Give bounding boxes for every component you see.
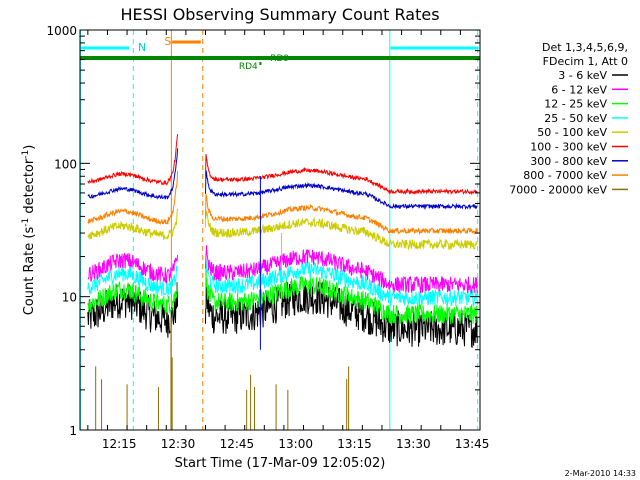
axes: 1 10 100 1000 12:15 12:30 12:45 13:00 13:15 13:30… bbox=[46, 24, 489, 451]
legend-label-0: 3 - 6 keV bbox=[558, 69, 607, 82]
trace-5-seg-1 bbox=[205, 154, 478, 196]
plot-frame bbox=[79, 29, 481, 431]
trace-1-seg-1 bbox=[205, 245, 478, 295]
y-axis-label-mid: detector bbox=[22, 158, 37, 218]
y-tick-label-1: 10 bbox=[62, 291, 77, 305]
y-tick-label-0: 1 bbox=[69, 424, 77, 438]
legend-header-line-1: Det 1,3,4,5,6,9, bbox=[542, 41, 628, 54]
y-tick-label-3: 1000 bbox=[46, 24, 77, 38]
timestamp: 2-Mar-2010 14:33 bbox=[565, 469, 636, 478]
plot-area: N S RD4 RD9 bbox=[79, 30, 480, 430]
x-tick-label-6: 13:45 bbox=[455, 437, 490, 451]
y-axis-label-main: Count Rate (s bbox=[22, 227, 37, 316]
legend-label-7: 800 - 7000 keV bbox=[523, 169, 607, 182]
legend-header-line-2: FDecim 1, Att 0 bbox=[543, 55, 628, 68]
trace-1-seg-0 bbox=[87, 252, 179, 284]
y-axis-label-end: ) bbox=[22, 145, 37, 150]
trace-3-seg-0 bbox=[87, 265, 179, 297]
trace-0-seg-1 bbox=[205, 278, 478, 349]
y-axis-label: Count Rate (s-1 detector-1) bbox=[21, 145, 37, 316]
trace-2-seg-0 bbox=[87, 281, 179, 315]
night-label: N bbox=[138, 41, 146, 54]
legend-label-2: 12 - 25 keV bbox=[544, 98, 607, 111]
trace-7-seg-1 bbox=[205, 193, 478, 236]
legend-label-3: 25 - 50 keV bbox=[544, 112, 607, 125]
trace-4-seg-0 bbox=[87, 209, 179, 241]
x-tick-label-5: 13:30 bbox=[396, 437, 431, 451]
chart-title: HESSI Observing Summary Count Rates bbox=[120, 5, 439, 24]
rd4-label: RD4 bbox=[239, 62, 258, 72]
legend-label-6: 300 - 800 keV bbox=[530, 155, 607, 168]
y-axis-label-sup2: -1 bbox=[21, 150, 31, 159]
legend-label-8: 7000 - 20000 keV bbox=[509, 183, 607, 196]
trace-3-seg-1 bbox=[205, 258, 478, 308]
trace-5-seg-0 bbox=[87, 134, 179, 186]
trace-6-seg-0 bbox=[87, 148, 179, 200]
x-tick-label-0: 12:15 bbox=[102, 437, 137, 451]
rd9-label: RD9 bbox=[270, 54, 289, 64]
trace-7-seg-0 bbox=[87, 171, 179, 225]
legend-label-1: 6 - 12 keV bbox=[551, 83, 607, 96]
trace-2-seg-1 bbox=[205, 269, 478, 325]
trace-6-seg-1 bbox=[205, 170, 478, 211]
legend-label-4: 50 - 100 keV bbox=[537, 126, 607, 139]
legend-label-5: 100 - 300 keV bbox=[530, 141, 607, 154]
trace-4-seg-1 bbox=[205, 210, 478, 251]
y-tick-label-2: 100 bbox=[54, 157, 77, 171]
x-tick-label-3: 13:00 bbox=[278, 437, 313, 451]
x-tick-label-4: 13:15 bbox=[337, 437, 372, 451]
x-tick-label-1: 12:30 bbox=[161, 437, 196, 451]
y-axis-label-sup: -1 bbox=[21, 218, 31, 227]
saa-label: S bbox=[164, 35, 171, 48]
x-tick-label-2: 12:45 bbox=[220, 437, 255, 451]
x-axis-label: Start Time (17-Mar-09 12:05:02) bbox=[175, 456, 386, 471]
